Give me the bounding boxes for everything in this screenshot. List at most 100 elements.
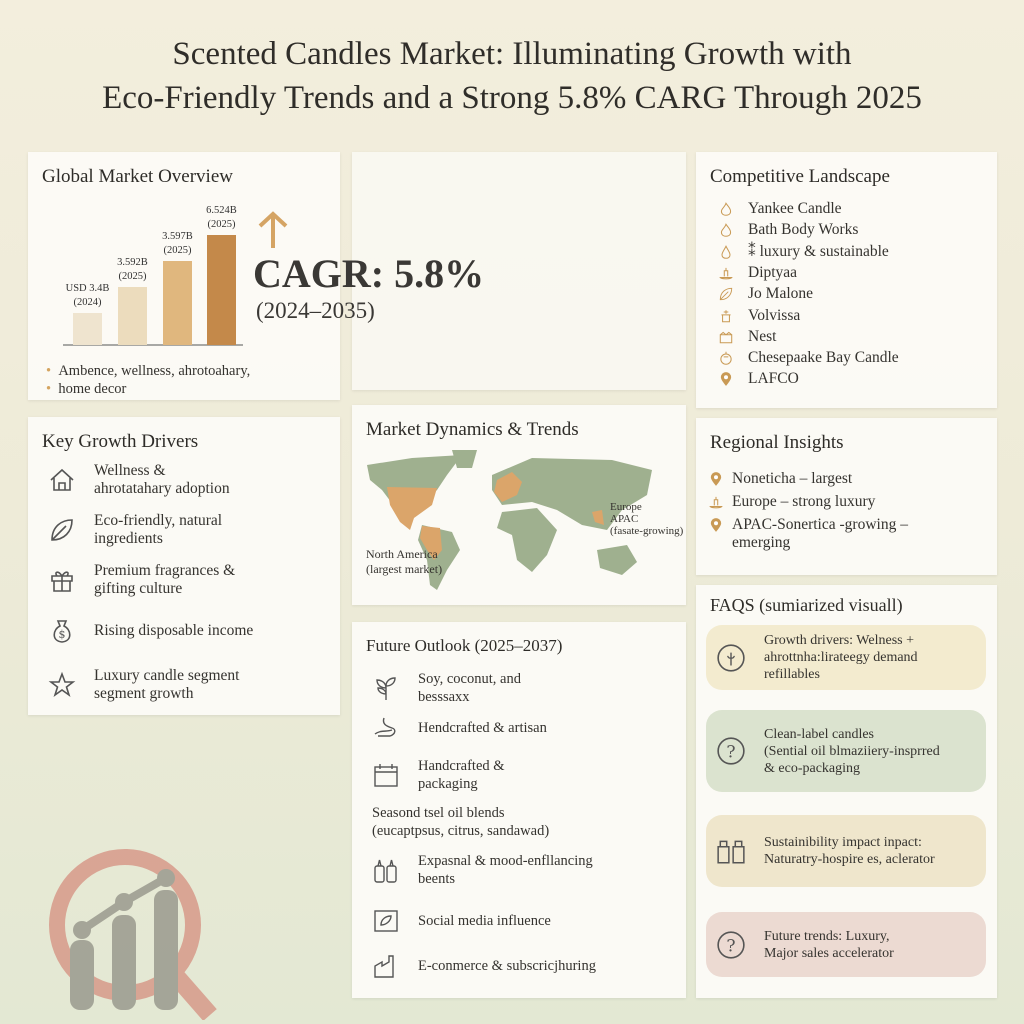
competitor-item: Jo Malone (718, 285, 813, 303)
svg-text:$: $ (59, 628, 66, 641)
global-market-overview-card: Global Market Overview USD 3.4B (2024) 3.5… (28, 152, 340, 400)
outlook-item: Handcrafted & packaging (372, 757, 505, 793)
bar-value-label: USD 3.4B (66, 283, 110, 294)
bar-year-label: (2025) (119, 271, 147, 282)
flame-icon (718, 222, 734, 238)
bowl-icon (718, 329, 734, 345)
gift-icon (48, 566, 76, 594)
house-icon (48, 466, 76, 494)
competitor-item: LAFCO (718, 370, 799, 388)
store-icon (372, 952, 400, 980)
drop-icon (718, 244, 734, 260)
bar-year-label: (2025) (164, 245, 192, 256)
africa-landmass (497, 508, 557, 572)
bar-year-label: (2024) (74, 297, 102, 308)
bar (207, 235, 236, 345)
region-item: Europe – strong luxury (708, 493, 875, 511)
pin-icon (708, 471, 724, 487)
bar-value-label: 3.597B (162, 231, 193, 242)
leaf-icon (718, 286, 734, 302)
bar-value-label: 3.592B (117, 257, 148, 268)
outlook-item: Expasnal & mood-enfllancing beents (372, 852, 593, 888)
competitor-item: Nest (718, 328, 776, 346)
region-item: Noneticha – largest (708, 470, 852, 488)
star-icon (48, 671, 76, 699)
bottles-icon (372, 856, 400, 884)
flame-icon (718, 201, 734, 217)
cagr-period: (2024–2035) (256, 298, 375, 323)
market-bar-chart: USD 3.4B (2024) 3.592B (2025) 3.597B (2025) 6.… (63, 205, 243, 346)
page-title: Scented Candles Market: Illuminating Gro… (0, 32, 1024, 120)
competitor-item: ⁑ luxury & sustainable (718, 243, 889, 261)
arrow-up-icon (256, 210, 290, 250)
world-map (367, 450, 652, 590)
region-item: APAC-Sonertica -growing – emerging (708, 516, 908, 552)
driver-item: Eco-friendly, natural ingredients (48, 512, 222, 548)
europe-highlight (494, 472, 522, 502)
driver-item: Luxury candle segment segment growth (48, 667, 239, 703)
card-title: Competitive Landscape (710, 166, 890, 187)
card-title: Global Market Overview (42, 166, 233, 187)
jar-icon (718, 308, 734, 324)
south-america-highlight (420, 526, 442, 560)
faq-item[interactable]: Growth drivers: Welness + ahrottnha:lirat… (706, 625, 986, 690)
cagr-value: CAGR: 5.8% (253, 251, 485, 296)
outlook-item: Soy, coconut, and besssaxx (372, 670, 521, 706)
title-line-1: Scented Candles Market: Illuminating Gro… (172, 36, 852, 72)
eurasia-landmass (492, 458, 652, 530)
regional-insights-card: Regional Insights Noneticha – largest Eur… (696, 418, 997, 575)
sprout-icon (372, 674, 400, 702)
faq-item[interactable]: ? Clean-label candles (Sential oil blmazii… (706, 710, 986, 792)
bar-value-label: 6.524B (206, 205, 237, 216)
bullet-item: • Ambence, wellness, ahrotoahary, (46, 363, 251, 379)
svg-text:?: ? (726, 742, 735, 762)
social-media-icon (372, 907, 400, 935)
question-icon: ? (716, 930, 746, 960)
candle-icon (708, 494, 724, 510)
faqs-card: FAQS (sumiarized visuall) Growth drivers… (696, 585, 997, 998)
competitor-item: Yankee Candle (718, 200, 842, 218)
competitor-item: Diptyaa (718, 264, 797, 282)
overview-bullets: • Ambence, wellness, ahrotoahary, • home… (46, 362, 250, 398)
future-outlook-card: Future Outlook (2025–2037) Soy, coconut,… (352, 622, 686, 998)
bar (118, 287, 147, 345)
driver-item: Premium fragrances & gifting culture (48, 562, 235, 598)
outlook-item: Seasond tsel oil blends (eucaptpsus, citr… (372, 805, 550, 839)
leaf-icon (48, 516, 76, 544)
card-title: Regional Insights (710, 432, 844, 453)
competitor-item: Bath Body Works (718, 221, 858, 239)
card-title: Future Outlook (2025–2037) (366, 636, 563, 655)
driver-item: $ Rising disposable income (48, 617, 253, 645)
outlook-item: E-conmerce & subscricjhuring (372, 952, 596, 980)
north-america-highlight (387, 487, 437, 530)
pin-icon (708, 517, 724, 533)
outlook-item: Hendcrafted & artisan (372, 714, 547, 742)
svg-text:?: ? (726, 936, 735, 956)
faq-item[interactable]: Sustainibility impact inpact: Naturatry-h… (706, 815, 986, 887)
driver-item: Wellness & ahrotatahary adoption (48, 462, 230, 498)
bar-year-label: (2025) (208, 219, 236, 230)
greenland (452, 450, 477, 468)
bar (73, 313, 102, 345)
australia-landmass (597, 545, 637, 575)
competitive-landscape-card: Competitive Landscape Yankee Candle Bath … (696, 152, 997, 408)
hand-icon (372, 714, 400, 742)
jars-icon (716, 836, 746, 866)
north-america-label: North America (largest market) (366, 547, 443, 576)
cagr-card (352, 152, 686, 390)
outlook-item: Social media influence (372, 907, 551, 935)
calendar-icon (372, 761, 400, 789)
key-growth-drivers-card: Key Growth Drivers Wellness & ahrotatahar… (28, 417, 340, 715)
faq-item[interactable]: ? Future trends: Luxury, Major sales accel… (706, 912, 986, 977)
card-title: Market Dynamics & Trends (366, 419, 579, 440)
apple-icon (718, 350, 734, 366)
brand-logo (30, 830, 220, 1021)
question-icon: ? (716, 736, 746, 766)
bar (163, 261, 192, 345)
competitor-item: Volvissa (718, 307, 800, 325)
candle-icon (718, 265, 734, 281)
competitor-item: Chesepaake Bay Candle (718, 349, 899, 367)
card-title: FAQS (sumiarized visuall) (710, 595, 903, 615)
asia-highlight (592, 510, 604, 525)
market-dynamics-card: Market Dynamics & Trends North America (l… (352, 405, 686, 605)
